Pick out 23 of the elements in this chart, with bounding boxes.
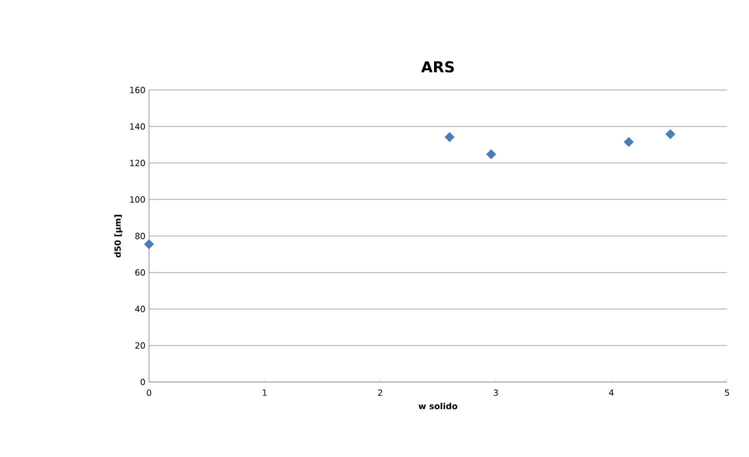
chart-title: ARS: [421, 61, 454, 72]
y-tick-label: 0: [140, 378, 145, 386]
x-axis-title: w solido: [418, 402, 458, 410]
point: [665, 129, 676, 140]
point: [486, 149, 496, 160]
x-tick-label: 4: [609, 390, 614, 396]
x-tick-label: 1: [262, 390, 267, 396]
y-tick-label: 120: [130, 160, 145, 166]
point: [624, 136, 634, 148]
y-tick-label: 20: [135, 342, 145, 349]
y-tick-label: 80: [135, 232, 145, 240]
y-tick-label: 40: [135, 306, 145, 312]
x-tick-label: 0: [146, 390, 152, 396]
x-tick-label: 2: [378, 390, 382, 396]
y-axis-title: d50 [μm]: [114, 214, 122, 258]
point: [144, 239, 154, 250]
y-tick-label: 140: [130, 123, 145, 130]
y-tick-label: 100: [130, 196, 145, 203]
y-tick-label: 160: [130, 86, 145, 94]
y-tick-label: 60: [135, 269, 145, 276]
x-tick-label: 5: [724, 390, 729, 396]
point: [444, 132, 455, 142]
x-tick-label: 3: [494, 390, 498, 396]
